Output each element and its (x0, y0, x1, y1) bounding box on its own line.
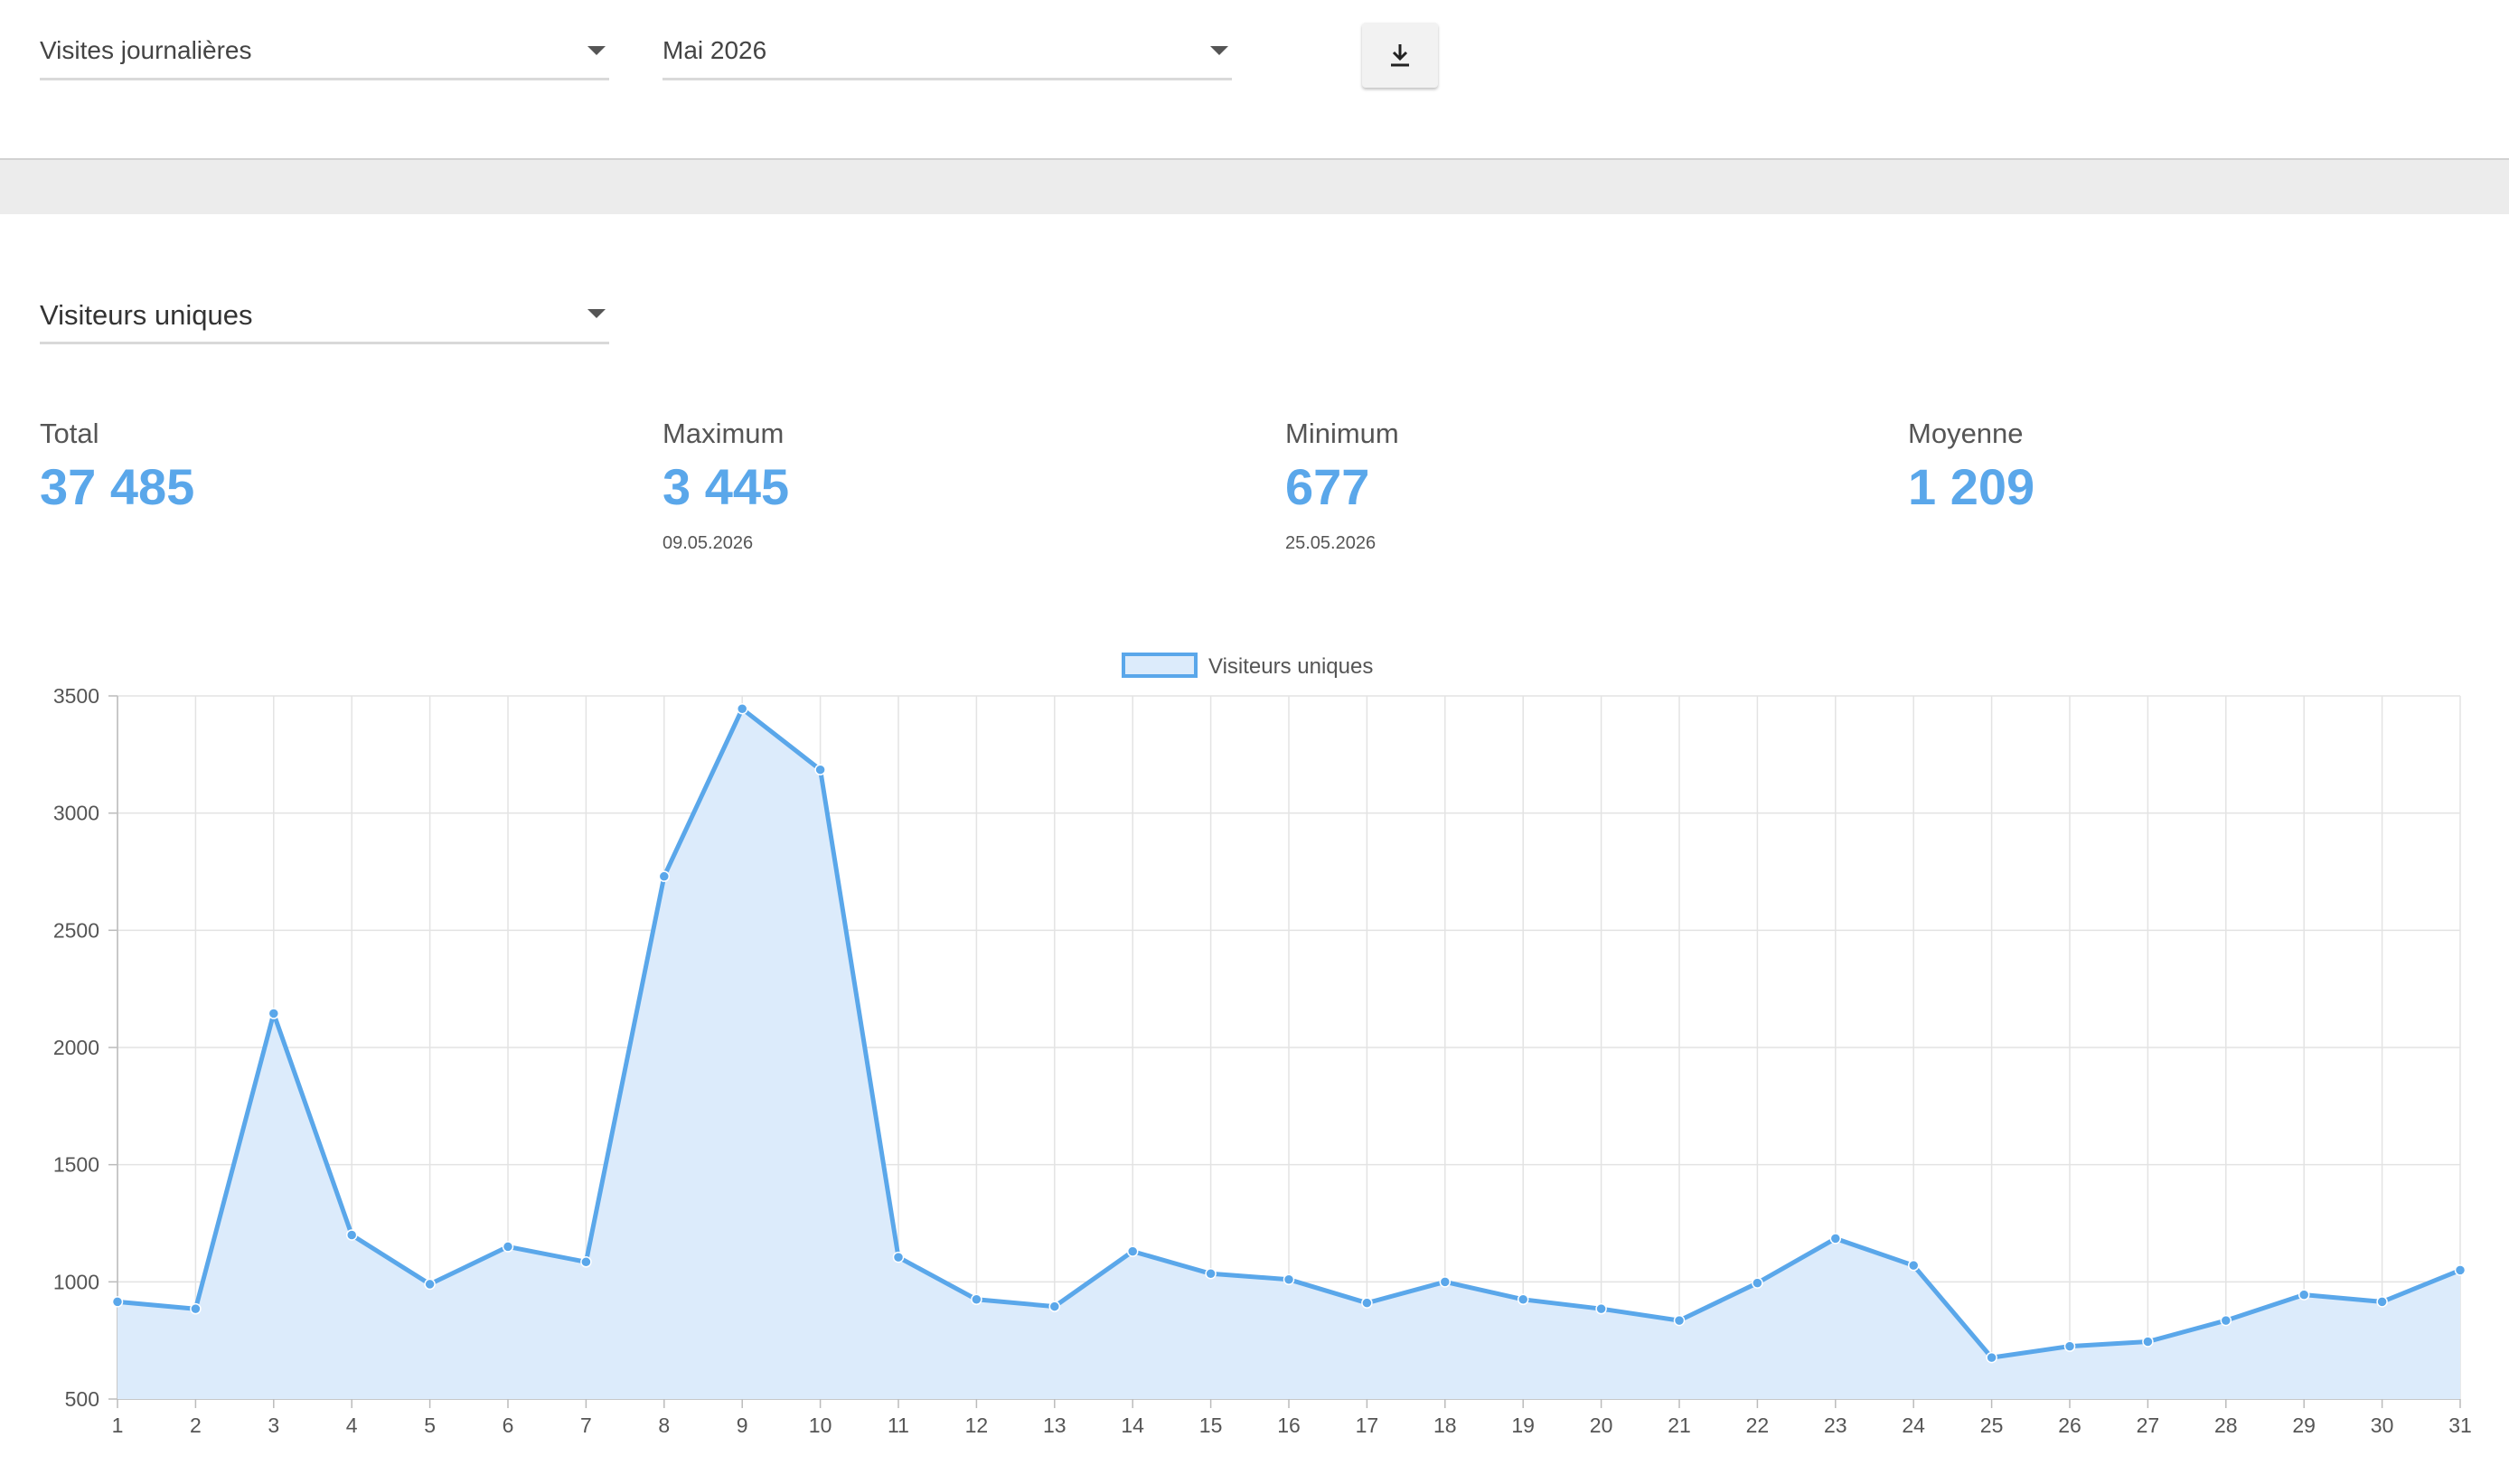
data-point (2454, 1264, 2467, 1276)
stat-maximum-value: 3 445 (662, 458, 790, 515)
stat-total-value: 37 485 (40, 458, 195, 515)
data-point (1907, 1259, 1920, 1272)
data-point (2063, 1340, 2076, 1352)
chevron-down-icon (587, 46, 606, 55)
month-select[interactable]: Mai 2026 (662, 33, 1232, 80)
x-tick-label: 18 (1433, 1414, 1457, 1437)
x-tick-label: 6 (503, 1414, 514, 1437)
stat-maximum: Maximum 3 445 09.05.2026 (662, 416, 789, 554)
x-tick-label: 22 (1746, 1414, 1770, 1437)
x-tick-label: 26 (2058, 1414, 2081, 1437)
stat-total: Total 37 485 (40, 416, 194, 519)
data-point (268, 1008, 280, 1019)
data-point (814, 764, 826, 775)
metric-select[interactable]: Visites journalières (40, 33, 609, 80)
stat-average: Moyenne 1 209 (1908, 416, 2034, 519)
stat-minimum-value: 677 (1285, 458, 1370, 515)
chevron-down-icon (587, 309, 606, 318)
x-tick-label: 28 (2214, 1414, 2238, 1437)
x-tick-label: 3 (268, 1414, 279, 1437)
series-area (117, 709, 2460, 1399)
x-tick-label: 27 (2137, 1414, 2160, 1437)
y-tick-label: 2000 (53, 1036, 99, 1059)
x-tick-label: 20 (1590, 1414, 1613, 1437)
x-tick-label: 5 (424, 1414, 436, 1437)
data-point (736, 703, 748, 715)
data-point (1595, 1302, 1607, 1315)
x-tick-label: 16 (1277, 1414, 1301, 1437)
x-tick-label: 9 (737, 1414, 748, 1437)
data-point (1361, 1297, 1373, 1309)
stat-average-label: Moyenne (1908, 418, 2024, 449)
data-point (1986, 1351, 1997, 1364)
stat-maximum-date: 09.05.2026 (662, 533, 754, 553)
section-divider (0, 158, 2509, 214)
x-tick-label: 23 (1824, 1414, 1847, 1437)
data-point (345, 1229, 358, 1241)
x-tick-label: 4 (346, 1414, 358, 1437)
y-tick-label: 1500 (53, 1153, 99, 1177)
stat-minimum-date: 25.05.2026 (1285, 533, 1377, 553)
data-point (2298, 1289, 2310, 1301)
y-tick-label: 3000 (53, 802, 99, 825)
data-point (1439, 1276, 1452, 1288)
stat-minimum: Minimum 677 25.05.2026 (1285, 416, 1399, 554)
data-point (1829, 1233, 1842, 1244)
data-point (1205, 1268, 1217, 1280)
x-tick-label: 10 (809, 1414, 832, 1437)
x-tick-label: 29 (2292, 1414, 2316, 1437)
data-point (1283, 1273, 1295, 1285)
y-tick-label: 500 (65, 1387, 99, 1411)
x-tick-label: 2 (190, 1414, 202, 1437)
x-tick-label: 12 (965, 1414, 989, 1437)
data-point (2376, 1296, 2388, 1308)
x-tick-label: 14 (1121, 1414, 1144, 1437)
series-select-value: Visiteurs uniques (40, 299, 253, 331)
data-point (892, 1251, 905, 1263)
download-button[interactable] (1362, 23, 1438, 88)
data-point (971, 1293, 982, 1306)
x-tick-label: 1 (112, 1414, 124, 1437)
data-point (1126, 1245, 1139, 1257)
y-tick-label: 1000 (53, 1270, 99, 1293)
data-point (658, 870, 671, 882)
legend-label: Visiteurs uniques (1208, 654, 1373, 679)
stat-minimum-label: Minimum (1285, 418, 1399, 449)
y-tick-label: 3500 (53, 684, 99, 708)
x-tick-label: 15 (1199, 1414, 1223, 1437)
x-tick-label: 21 (1668, 1414, 1691, 1437)
chevron-down-icon (1210, 46, 1228, 55)
x-tick-label: 8 (658, 1414, 670, 1437)
x-tick-label: 13 (1043, 1414, 1067, 1437)
download-icon (1391, 44, 1409, 67)
stat-average-value: 1 209 (1908, 458, 2035, 515)
data-point (2220, 1314, 2232, 1327)
metric-select-value: Visites journalières (40, 36, 252, 64)
series-select[interactable]: Visiteurs uniques (40, 296, 609, 344)
data-point (190, 1302, 202, 1315)
y-tick-label: 2500 (53, 918, 99, 942)
month-select-value: Mai 2026 (662, 36, 767, 64)
x-tick-label: 11 (888, 1414, 909, 1437)
data-point (580, 1256, 592, 1268)
stat-maximum-label: Maximum (662, 418, 785, 449)
x-tick-label: 19 (1511, 1414, 1535, 1437)
data-point (1673, 1314, 1686, 1327)
data-point (1048, 1301, 1061, 1312)
data-point (1517, 1293, 1529, 1306)
x-tick-label: 17 (1356, 1414, 1379, 1437)
x-tick-label: 31 (2448, 1414, 2472, 1437)
data-point (111, 1296, 124, 1308)
data-point (424, 1278, 436, 1291)
stat-total-label: Total (40, 418, 99, 449)
x-tick-label: 24 (1902, 1414, 1925, 1437)
x-tick-label: 25 (1980, 1414, 2004, 1437)
data-point (2142, 1336, 2154, 1348)
x-tick-label: 30 (2371, 1414, 2394, 1437)
data-point (1752, 1277, 1763, 1289)
data-point (502, 1241, 514, 1253)
x-tick-label: 7 (580, 1414, 592, 1437)
legend-swatch (1122, 653, 1198, 678)
